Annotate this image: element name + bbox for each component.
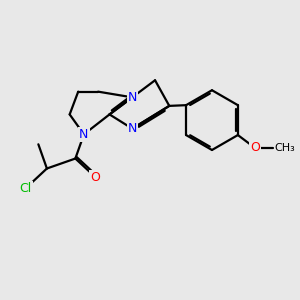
Text: Cl: Cl xyxy=(20,182,32,195)
Text: O: O xyxy=(90,170,100,184)
Text: N: N xyxy=(128,91,137,104)
Text: CH₃: CH₃ xyxy=(275,143,296,153)
Text: N: N xyxy=(128,122,137,135)
Text: O: O xyxy=(250,141,260,154)
Text: N: N xyxy=(79,128,88,141)
